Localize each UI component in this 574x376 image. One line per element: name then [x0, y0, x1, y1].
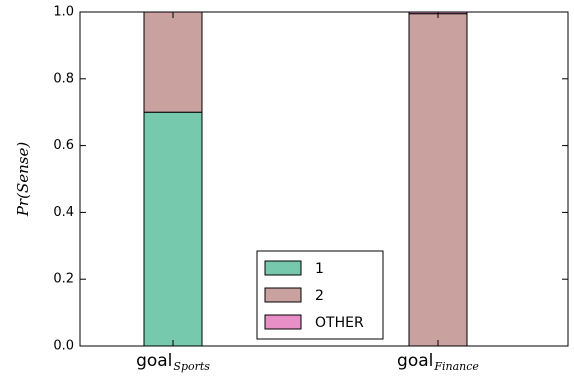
axes-layer: 0.0 0.2 0.4 0.6 0.8 1.0 goalSports goalFinance [53, 5, 569, 373]
legend-swatch-3 [264, 314, 302, 330]
y-tick-label-4: 0.8 [53, 71, 74, 86]
legend-swatch-1 [264, 260, 302, 276]
plot-frame [79, 11, 569, 347]
y-tick-label-5: 1.0 [53, 5, 74, 20]
y-tick-label-3: 0.6 [53, 138, 74, 153]
legend-label-3: OTHER [315, 315, 364, 331]
x-tick-label-0: goalSports [136, 351, 210, 373]
legend-swatch-2 [264, 287, 302, 303]
bar-segment-1-series-2 [143, 11, 203, 113]
bar-segment-1-series-1 [143, 111, 203, 347]
bar-segment-2-series-2 [408, 13, 468, 347]
legend-label-2: 2 [315, 288, 324, 304]
y-tick-label-1: 0.2 [53, 272, 74, 287]
legend: 1 2 OTHER [256, 250, 384, 340]
y-axis-label: Pr(Sense) [14, 142, 32, 218]
y-tick-label-2: 0.4 [53, 205, 74, 220]
y-tick-label-0: 0.0 [53, 339, 74, 354]
legend-label-1: 1 [315, 261, 324, 277]
x-tick-label-1: goalFinance [397, 351, 479, 373]
